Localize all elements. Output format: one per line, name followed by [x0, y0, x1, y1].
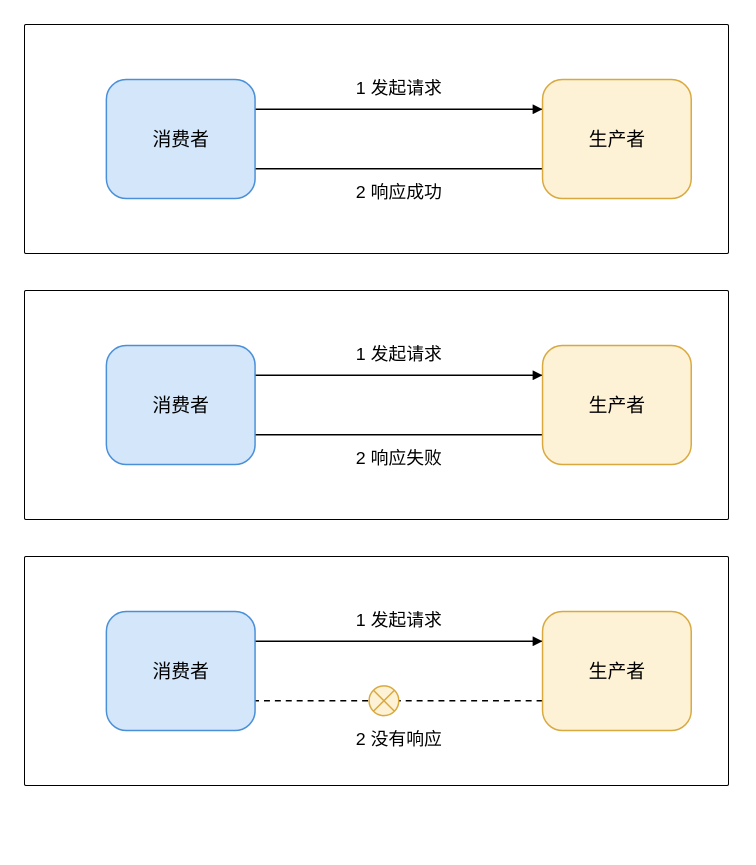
- failure-marker-icon: [369, 686, 399, 716]
- edge-label: 2 响应成功: [356, 182, 442, 202]
- producer-node: 生产者: [543, 612, 692, 731]
- edge-label: 1 发起请求: [356, 344, 442, 364]
- producer-node: 生产者: [543, 80, 692, 199]
- consumer-label: 消费者: [152, 395, 209, 416]
- producer-label: 生产者: [589, 129, 646, 150]
- panel-svg: 1 发起请求 2 没有响应 消费者 生产者: [25, 557, 728, 785]
- diagram-root: 1 发起请求2 响应成功消费者生产者1 发起请求2 响应失败消费者生产者1 发起…: [24, 24, 732, 786]
- diagram-panel: 1 发起请求 2 没有响应 消费者 生产者: [24, 556, 729, 786]
- edge-label: 2 没有响应: [356, 729, 442, 749]
- edge-label: 1 发起请求: [356, 78, 442, 98]
- diagram-panel: 1 发起请求 2 响应成功 消费者 生产者: [24, 24, 729, 254]
- edge-label: 1 发起请求: [356, 610, 442, 630]
- producer-label: 生产者: [589, 395, 646, 416]
- producer-label: 生产者: [589, 661, 646, 682]
- panel-svg: 1 发起请求 2 响应失败 消费者 生产者: [25, 291, 728, 519]
- panel-svg: 1 发起请求 2 响应成功 消费者 生产者: [25, 25, 728, 253]
- consumer-label: 消费者: [152, 661, 209, 682]
- producer-node: 生产者: [543, 346, 692, 465]
- consumer-node: 消费者: [106, 346, 255, 465]
- edge-label: 2 响应失败: [356, 448, 442, 468]
- consumer-label: 消费者: [152, 129, 209, 150]
- consumer-node: 消费者: [106, 80, 255, 199]
- diagram-panel: 1 发起请求 2 响应失败 消费者 生产者: [24, 290, 729, 520]
- consumer-node: 消费者: [106, 612, 255, 731]
